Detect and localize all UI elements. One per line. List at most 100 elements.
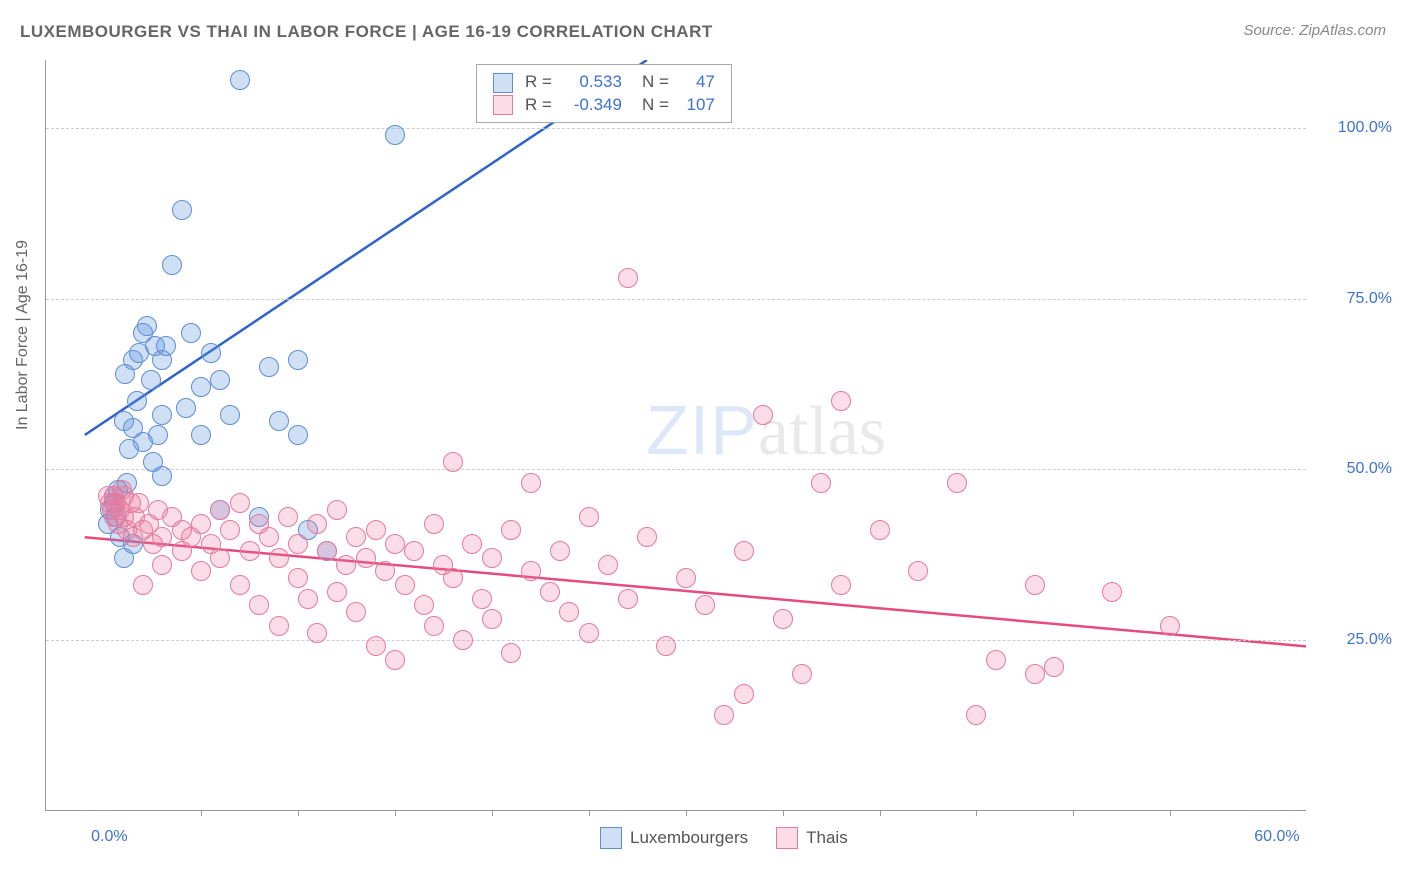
scatter-point-thai [385,650,405,670]
scatter-point-thai [269,616,289,636]
x-tick-mark [880,810,881,816]
series-swatch-lux [600,827,622,849]
scatter-point-thai [811,473,831,493]
scatter-point-lux [137,316,157,336]
x-tick-label: 60.0% [1254,828,1299,846]
legend-swatch-lux [493,73,513,93]
scatter-point-thai [269,548,289,568]
scatter-point-thai [1025,575,1045,595]
scatter-point-thai [482,548,502,568]
scatter-point-thai [129,493,149,513]
legend-N-value: 107 [675,94,721,117]
scatter-point-thai [714,705,734,725]
scatter-point-lux [152,405,172,425]
scatter-point-thai [414,595,434,615]
scatter-point-thai [831,575,851,595]
scatter-point-thai [152,527,172,547]
scatter-point-thai [404,541,424,561]
scatter-point-thai [521,473,541,493]
gridline [46,299,1306,300]
scatter-point-thai [966,705,986,725]
scatter-point-thai [482,609,502,629]
scatter-point-thai [579,623,599,643]
scatter-point-thai [249,595,269,615]
scatter-point-thai [327,500,347,520]
scatter-point-thai [307,623,327,643]
x-tick-mark [201,810,202,816]
series-label: Luxembourgers [630,828,748,848]
scatter-point-thai [298,589,318,609]
y-axis-label: In Labor Force | Age 16-19 [14,240,32,430]
scatter-point-thai [230,575,250,595]
scatter-point-thai [395,575,415,595]
watermark-prefix: ZIP [646,391,758,469]
scatter-point-thai [656,636,676,656]
scatter-point-thai [540,582,560,602]
scatter-point-lux [156,336,176,356]
legend-row-thai: R =-0.349N =107 [487,94,721,117]
x-tick-mark [1073,810,1074,816]
y-tick-label: 25.0% [1347,631,1392,649]
scatter-point-thai [210,500,230,520]
watermark-suffix: atlas [758,393,886,470]
scatter-point-thai [385,534,405,554]
legend-R-value: 0.533 [558,71,628,94]
scatter-point-thai [618,589,638,609]
scatter-point-thai [598,555,618,575]
scatter-point-lux [259,357,279,377]
x-tick-mark [589,810,590,816]
scatter-point-lux [220,405,240,425]
scatter-point-lux [269,411,289,431]
scatter-point-thai [424,514,444,534]
chart-plot-area: ZIPatlas R =0.533N =47R =-0.349N =107Lux… [45,60,1306,811]
chart-title: LUXEMBOURGER VS THAI IN LABOR FORCE | AG… [20,22,713,42]
scatter-point-thai [288,534,308,554]
y-tick-label: 50.0% [1347,460,1392,478]
scatter-point-thai [191,561,211,581]
chart-svg-layer [46,60,1306,810]
scatter-point-thai [453,630,473,650]
scatter-point-thai [773,609,793,629]
scatter-point-thai [443,452,463,472]
scatter-point-thai [230,493,250,513]
scatter-point-lux [176,398,196,418]
x-tick-mark [783,810,784,816]
scatter-point-thai [734,541,754,561]
legend-N-label: N = [628,94,675,117]
scatter-point-thai [1044,657,1064,677]
series-legend-item-lux: Luxembourgers [600,827,748,849]
trendline-thai [85,537,1306,646]
scatter-point-thai [191,514,211,534]
scatter-point-thai [870,520,890,540]
scatter-point-lux [288,350,308,370]
scatter-point-thai [501,520,521,540]
scatter-point-thai [792,664,812,684]
scatter-point-lux [181,323,201,343]
scatter-point-thai [831,391,851,411]
scatter-point-thai [472,589,492,609]
scatter-point-thai [366,520,386,540]
x-tick-mark [1170,810,1171,816]
legend-R-label: R = [519,94,558,117]
series-legend: LuxembourgersThais [586,827,862,854]
scatter-point-lux [191,377,211,397]
scatter-point-thai [501,643,521,663]
scatter-point-thai [559,602,579,622]
x-tick-mark [492,810,493,816]
scatter-point-thai [1025,664,1045,684]
gridline [46,469,1306,470]
scatter-point-thai [986,650,1006,670]
y-tick-label: 75.0% [1347,290,1392,308]
scatter-point-thai [317,541,337,561]
scatter-point-thai [240,541,260,561]
scatter-point-lux [288,425,308,445]
scatter-point-lux [127,391,147,411]
scatter-point-lux [172,200,192,220]
scatter-point-thai [210,548,230,568]
scatter-point-thai [1160,616,1180,636]
scatter-point-thai [327,582,347,602]
x-tick-mark [686,810,687,816]
x-tick-mark [298,810,299,816]
scatter-point-thai [375,561,395,581]
source-credit: Source: ZipAtlas.com [1243,22,1386,39]
